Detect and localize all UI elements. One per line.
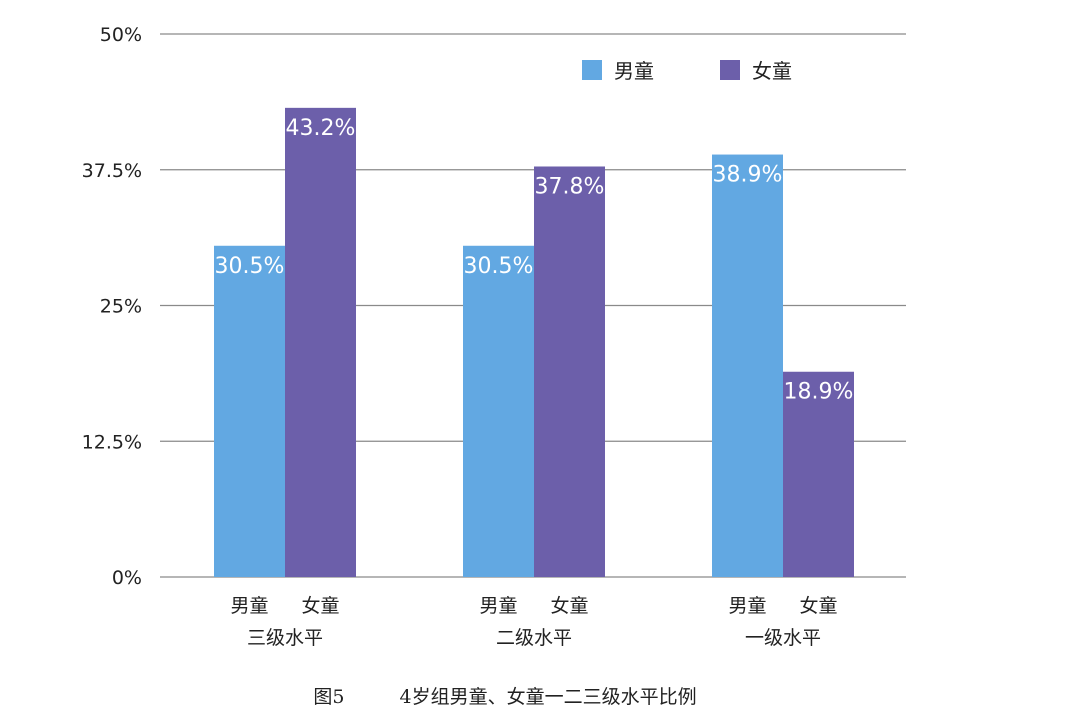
bar-sub-label: 女童 [301, 595, 339, 617]
legend-swatch [720, 60, 740, 80]
bar-value-label: 30.5% [464, 254, 534, 279]
y-tick-label: 37.5% [82, 160, 142, 182]
category-label: 二级水平 [496, 627, 572, 649]
bar-value-label: 30.5% [215, 254, 285, 279]
figure-number: 图5 [313, 686, 345, 708]
bar-value-label: 37.8% [535, 174, 605, 199]
y-axis-tick-labels: 0% 12.5% 25% 37.5% 50% [82, 24, 142, 589]
bar-value-label: 38.9% [713, 163, 783, 188]
bar [285, 107, 356, 578]
bar-sub-label: 女童 [799, 595, 837, 617]
bar [783, 371, 854, 577]
bars [214, 107, 854, 578]
bar-value-labels: 30.5% 43.2% 30.5% 37.8% 38.9% 18.9% [215, 116, 854, 405]
bar [534, 166, 605, 577]
bar-sub-label: 女童 [550, 595, 588, 617]
y-tick-label: 50% [100, 24, 142, 46]
bar-chart: 0%12.5%25%37.5%50% 30.5%43.2%30.5%37.8% 3… [82, 24, 906, 649]
caption-text: 4岁组男童、女童一二三级水平比例 [399, 686, 697, 708]
figure-caption: 图5 4岁组男童、女童一二三级水平比例 [0, 682, 1010, 709]
y-tick-label: 0% [112, 567, 142, 589]
category-label: 三级水平 [247, 627, 323, 649]
bar-value-label: 18.9% [784, 380, 854, 405]
bar [463, 245, 534, 577]
legend-label: 女童 [752, 59, 792, 83]
y-tick-label: 25% [100, 296, 142, 318]
legend: 男童 女童 [582, 59, 792, 83]
bar [712, 154, 783, 577]
category-label: 一级水平 [745, 627, 821, 649]
bar-sub-label: 男童 [728, 595, 766, 617]
bar-sub-label: 男童 [479, 595, 517, 617]
legend-swatch [582, 60, 602, 80]
y-tick-label: 12.5% [82, 431, 142, 453]
bar-sub-label: 男童 [230, 595, 268, 617]
bar-value-label: 43.2% [286, 116, 356, 141]
bar [214, 245, 285, 577]
legend-label: 男童 [614, 59, 654, 83]
